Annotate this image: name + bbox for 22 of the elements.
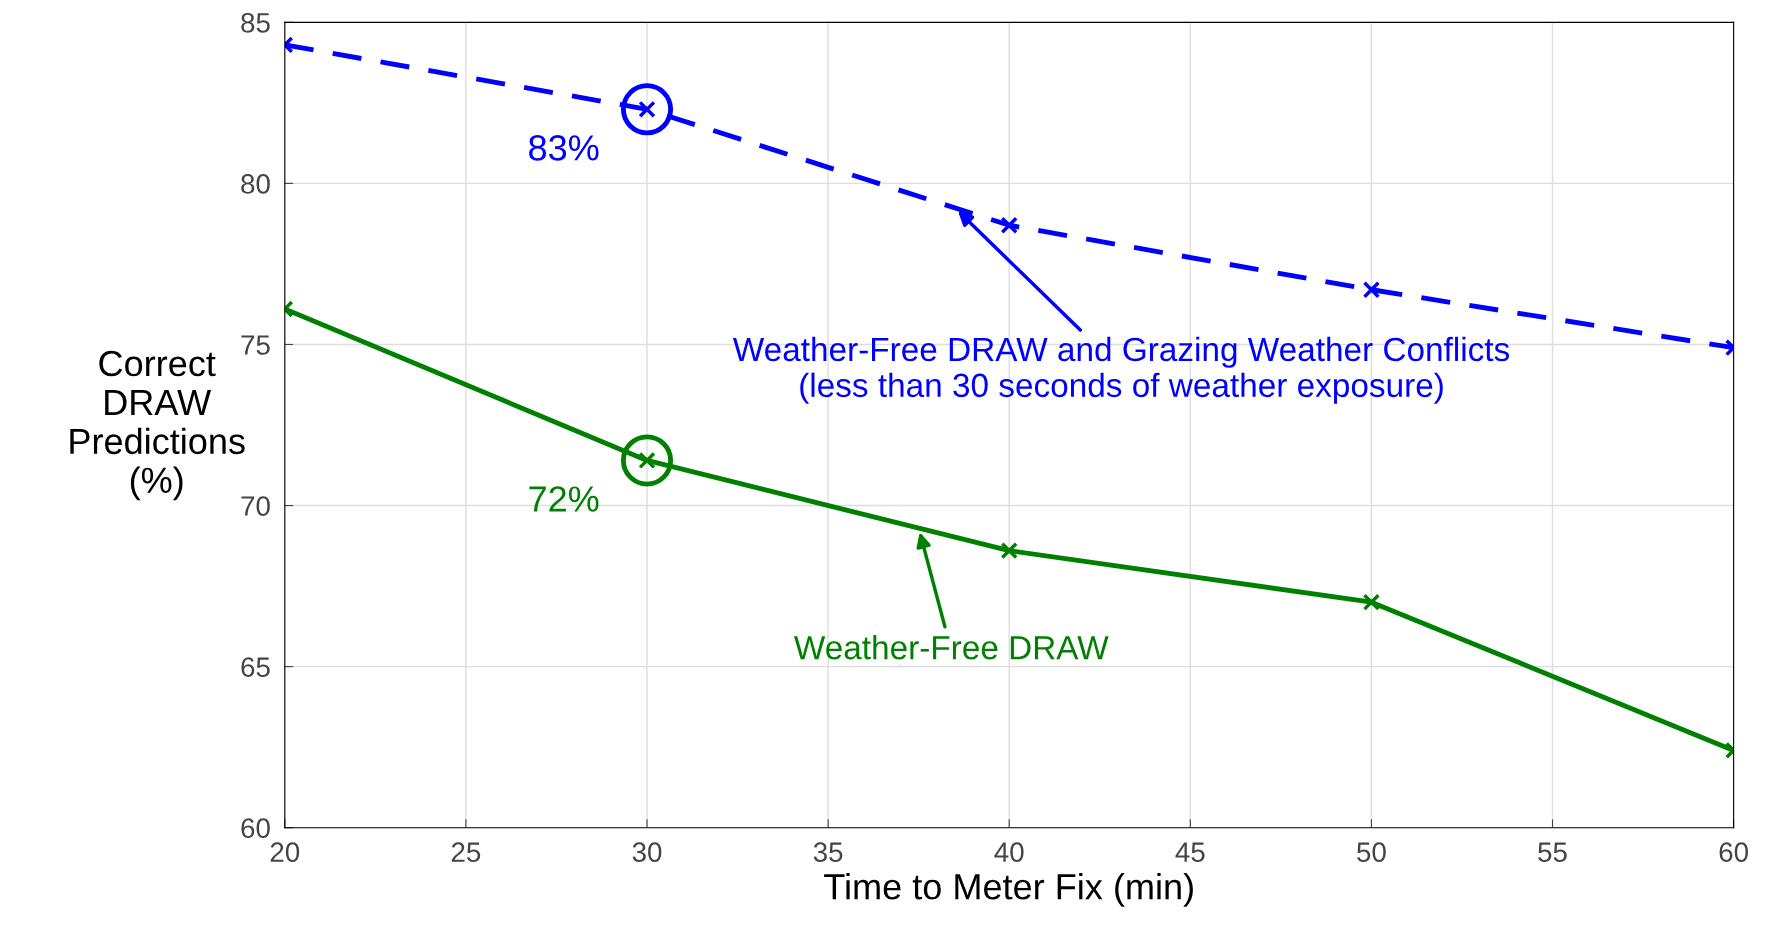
- annotation: 83%: [529, 135, 599, 161]
- x-tick-label: 25: [451, 842, 481, 862]
- annotation: 72%: [529, 486, 599, 512]
- y-tick-label: 60: [241, 818, 270, 839]
- x-tick-label: 45: [1175, 842, 1205, 862]
- x-tick-label: 20: [270, 842, 300, 862]
- x-axis-title: Time to Meter Fix (min): [824, 873, 1193, 907]
- point: [1000, 541, 1018, 560]
- y-tick-label: 70: [241, 496, 270, 516]
- x-tick-label: 40: [994, 842, 1024, 862]
- x-tick-label: 35: [813, 842, 843, 862]
- y-tick-label: 65: [241, 657, 270, 677]
- x-tick-label: 60: [1719, 842, 1748, 862]
- series-label: Weather-Free DRAW and Grazing Weather Conflicts (less than 30 seconds of weather exposure): [732, 336, 1510, 404]
- y-tick-label: 75: [241, 335, 270, 355]
- y-tick-label: 85: [241, 12, 270, 33]
- x-tick-label: 30: [632, 842, 662, 862]
- x-tick-label: 50: [1357, 842, 1386, 862]
- text: Weather-Free DRAW: [793, 634, 1109, 660]
- x-tick-label: 55: [1538, 842, 1567, 862]
- point: [1000, 216, 1018, 234]
- y-tick-label: 80: [241, 174, 270, 194]
